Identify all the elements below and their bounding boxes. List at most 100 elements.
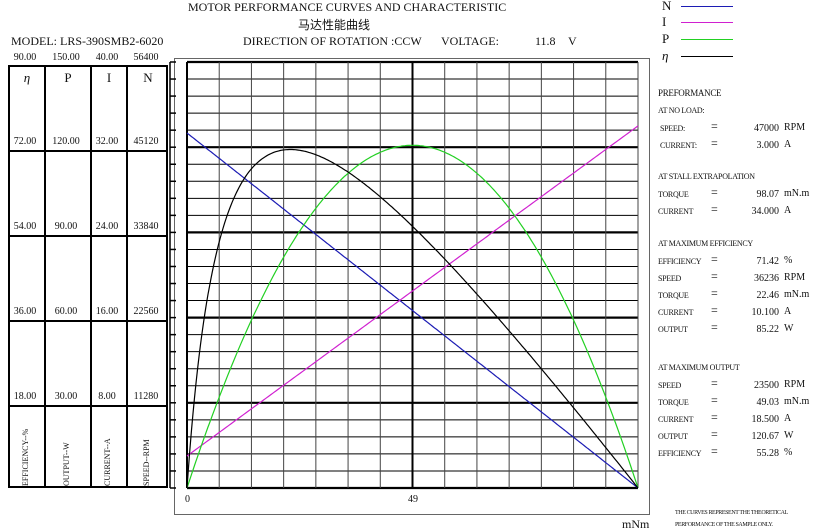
- scale-tick-label: 150.00: [52, 52, 80, 63]
- equals-sign: =: [711, 444, 718, 458]
- series-line-P: [186, 144, 639, 489]
- chart-frame: [174, 58, 650, 515]
- spec-value: 85.22: [756, 324, 780, 335]
- spec-unit: RPM: [784, 272, 806, 283]
- scale-tick-label: 120.00: [52, 136, 80, 147]
- equals-sign: =: [711, 410, 718, 424]
- scale-tick-label: 72.00: [13, 136, 37, 147]
- legend-swatch: [681, 56, 733, 57]
- equals-sign: =: [711, 119, 718, 133]
- legend-swatch: [681, 39, 733, 40]
- spec-value: 23500: [754, 380, 779, 391]
- spec-value: 55.28: [756, 448, 780, 459]
- equals-sign: =: [711, 269, 718, 283]
- scale-tick-label: 11280: [133, 391, 159, 402]
- note-line-1: THE CURVES REPRESENT THE THEORETICAL: [675, 510, 788, 516]
- scale-tick-label: 33840: [133, 221, 159, 232]
- spec-key: SPEED: [658, 274, 681, 283]
- spec-key: CURRENT:: [660, 141, 697, 150]
- spec-key: CURRENT: [658, 415, 694, 424]
- scale-tick-label: 36.00: [13, 306, 37, 317]
- equals-sign: =: [711, 320, 718, 334]
- spec-value: 3.000: [756, 140, 780, 151]
- equals-sign: =: [711, 286, 718, 300]
- series-line-I: [186, 125, 639, 457]
- section-title: AT MAXIMUM OUTPUT: [658, 363, 740, 372]
- note-line-2: PERFORMANCE OF THE SAMPLE ONLY.: [675, 522, 773, 528]
- column-symbol: P: [64, 70, 72, 85]
- column-symbol: N: [143, 70, 153, 85]
- series-line-eta: [186, 148, 639, 489]
- chart-title: MOTOR PERFORMANCE CURVES AND CHARACTERIS…: [188, 0, 507, 14]
- spec-unit: RPM: [784, 379, 806, 390]
- scale-tick-label: 40.00: [95, 52, 119, 63]
- legend-label: P: [662, 31, 670, 46]
- equals-sign: =: [711, 376, 718, 390]
- x-tick-label: 49: [408, 494, 418, 505]
- equals-sign: =: [711, 303, 718, 317]
- spec-key: OUTPUT: [658, 325, 688, 334]
- spec-value: 10.100: [751, 307, 780, 318]
- scale-tick-label: 16.00: [95, 306, 119, 317]
- spec-key: CURRENT: [658, 308, 694, 317]
- x-axis-label: mNm: [622, 517, 650, 531]
- spec-key: EFFICIENCY: [658, 257, 702, 266]
- scale-tick-label: 24.00: [95, 221, 119, 232]
- equals-sign: =: [711, 136, 718, 150]
- spec-value: 18.500: [751, 414, 780, 425]
- spec-key: TORQUE: [658, 190, 689, 199]
- scale-tick-label: 8.00: [98, 391, 116, 402]
- legend-swatch: [681, 22, 733, 23]
- column-symbol: η: [23, 70, 31, 85]
- scale-tick-label: 90.00: [54, 221, 78, 232]
- spec-value: 36236: [754, 273, 779, 284]
- direction-label: DIRECTION OF ROTATION :CCW: [243, 34, 422, 48]
- legend-label: N: [662, 0, 672, 13]
- spec-key: TORQUE: [658, 398, 689, 407]
- scale-tick-label: 32.00: [95, 136, 119, 147]
- section-title: AT NO LOAD:: [658, 106, 705, 115]
- equals-sign: =: [711, 202, 718, 216]
- spec-value: 120.67: [751, 431, 780, 442]
- spec-value: 71.42: [756, 256, 780, 267]
- spec-unit: A: [784, 306, 792, 317]
- spec-unit: %: [784, 447, 793, 458]
- spec-value: 98.07: [756, 189, 780, 200]
- x-tick-label: 0: [185, 494, 190, 505]
- spec-unit: A: [784, 139, 792, 150]
- spec-unit: mN.m: [784, 188, 810, 199]
- scale-tick-label: 30.00: [54, 391, 78, 402]
- equals-sign: =: [711, 185, 718, 199]
- spec-unit: mN.m: [784, 289, 810, 300]
- scale-tick-label: 56400: [133, 52, 159, 63]
- spec-value: 47000: [754, 123, 779, 134]
- column-symbol: I: [106, 70, 112, 85]
- equals-sign: =: [711, 427, 718, 441]
- equals-sign: =: [711, 252, 718, 266]
- performance-title: PREFORMANCE: [658, 88, 722, 98]
- spec-value: 49.03: [756, 397, 780, 408]
- scale-table: [8, 65, 168, 488]
- spec-value: 22.46: [756, 290, 780, 301]
- scale-tick-label: 22560: [133, 306, 159, 317]
- spec-unit: %: [784, 255, 793, 266]
- voltage-label: VOLTAGE:: [441, 34, 499, 48]
- legend-label: I: [662, 14, 667, 29]
- spec-unit: W: [784, 323, 794, 334]
- scale-tick-label: 60.00: [54, 306, 78, 317]
- spec-unit: A: [784, 413, 792, 424]
- scale-tick-label: 54.00: [13, 221, 37, 232]
- spec-key: OUTPUT: [658, 432, 688, 441]
- legend-label: η: [662, 48, 669, 63]
- section-title: AT STALL EXTRAPOLATION: [658, 172, 755, 181]
- scale-tick-label: 45120: [133, 136, 159, 147]
- spec-key: EFFICIENCY: [658, 449, 702, 458]
- chart-subtitle: 马达性能曲线: [298, 18, 371, 32]
- spec-key: CURRENT: [658, 207, 694, 216]
- voltage-value: 11.8: [535, 34, 556, 48]
- legend-swatch: [681, 6, 733, 7]
- series-line-N: [186, 132, 639, 489]
- model-label: MODEL: LRS-390SMB2-6020: [11, 34, 164, 48]
- equals-sign: =: [711, 393, 718, 407]
